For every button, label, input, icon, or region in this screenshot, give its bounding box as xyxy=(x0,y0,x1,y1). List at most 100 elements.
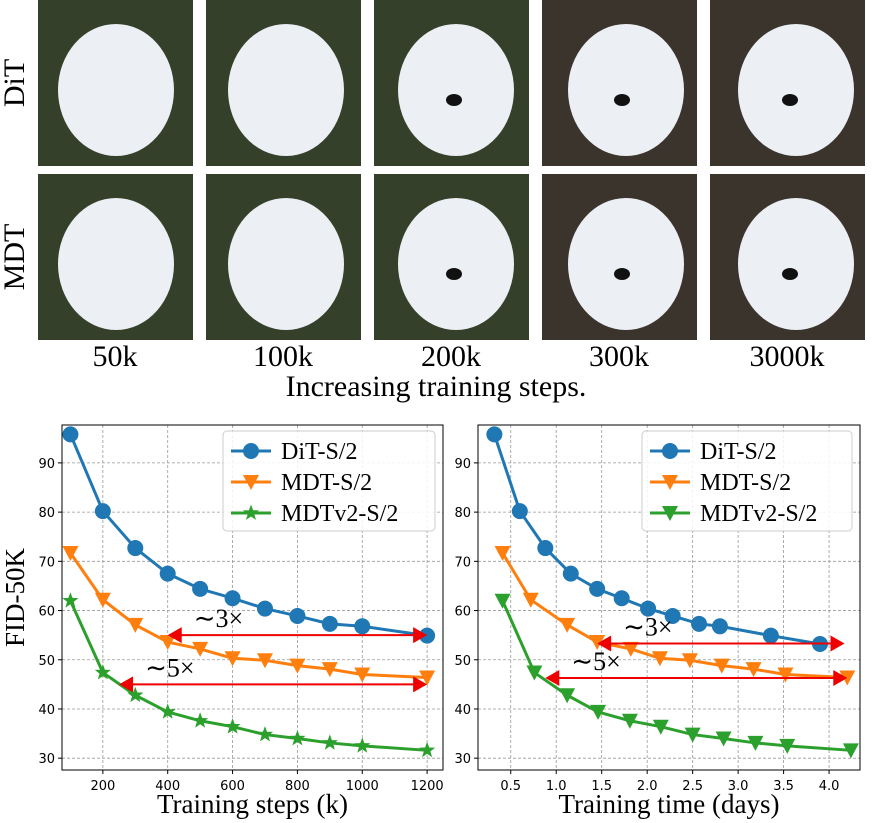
x-tick-label: 1000 xyxy=(346,779,379,794)
legend-box xyxy=(222,430,436,532)
marker xyxy=(494,593,511,609)
arrow-head xyxy=(545,669,560,686)
y-tick-label: 40 xyxy=(454,703,471,718)
plot-frame xyxy=(61,424,444,771)
image-subject xyxy=(228,24,344,156)
marker xyxy=(289,658,306,674)
marker xyxy=(526,665,543,681)
legend-label: MDT-S/2 xyxy=(281,470,372,496)
legend-label: DiT-S/2 xyxy=(700,439,776,465)
image-subject xyxy=(568,24,684,156)
image-subject xyxy=(738,24,854,156)
column-label: 300k xyxy=(589,340,649,373)
marker xyxy=(321,662,338,678)
marker xyxy=(559,617,576,633)
marker xyxy=(486,426,503,443)
x-tick-label: 2.0 xyxy=(637,779,658,794)
caption: Increasing training steps. xyxy=(286,370,587,403)
x-tick-label: 1.5 xyxy=(591,779,612,794)
x-tick-label: 2.5 xyxy=(682,779,703,794)
y-tick-label: 60 xyxy=(454,605,471,620)
x-tick-label: 200 xyxy=(90,779,115,794)
image-subject xyxy=(398,198,514,330)
marker xyxy=(354,618,371,635)
marker xyxy=(242,504,260,520)
image-subject xyxy=(58,24,174,156)
marker xyxy=(681,653,698,669)
marker xyxy=(559,688,576,704)
marker xyxy=(192,712,209,728)
marker xyxy=(159,635,176,651)
y-axis-label: FID-50K xyxy=(0,548,30,647)
marker xyxy=(589,635,606,651)
marker xyxy=(127,686,144,703)
x-tick-label: 0.5 xyxy=(500,779,521,794)
image-face xyxy=(446,268,462,280)
marker xyxy=(664,607,681,624)
marker xyxy=(243,475,259,490)
x-tick-label: 4.0 xyxy=(819,779,840,794)
annotation-text: ∼3× xyxy=(623,613,672,642)
x-tick-label: 3.0 xyxy=(728,779,749,794)
arrow-head xyxy=(413,627,428,644)
marker xyxy=(662,443,678,459)
annotation-text: ∼5× xyxy=(571,647,620,676)
marker xyxy=(127,617,144,633)
marker xyxy=(62,426,79,443)
marker xyxy=(494,545,511,561)
marker xyxy=(419,741,436,758)
row-label: MDT xyxy=(0,224,31,291)
marker xyxy=(715,731,732,747)
x-tick-label: 1200 xyxy=(411,779,444,794)
marker xyxy=(192,580,209,597)
image-subject xyxy=(58,198,174,330)
x-tick-label: 400 xyxy=(155,779,180,794)
marker xyxy=(613,590,630,607)
image-face xyxy=(782,268,798,280)
image-face xyxy=(614,94,630,106)
image-subject xyxy=(398,24,514,156)
marker xyxy=(62,592,79,608)
marker xyxy=(691,615,708,632)
marker xyxy=(94,664,111,680)
marker xyxy=(419,627,436,644)
image-subject xyxy=(568,198,684,330)
column-label: 100k xyxy=(253,340,313,373)
marker xyxy=(94,503,111,520)
marker xyxy=(159,703,176,719)
marker xyxy=(842,743,859,759)
marker xyxy=(684,727,701,743)
marker xyxy=(256,726,274,742)
marker xyxy=(62,545,79,561)
marker xyxy=(127,540,144,557)
marker xyxy=(779,738,796,754)
legend-label: MDTv2-S/2 xyxy=(700,501,817,527)
x-tick-label: 600 xyxy=(220,779,245,794)
legend-box xyxy=(641,430,853,532)
series-line xyxy=(69,552,428,679)
marker xyxy=(562,565,579,582)
marker xyxy=(662,506,678,521)
y-tick-label: 30 xyxy=(454,752,471,767)
marker xyxy=(419,670,436,686)
marker xyxy=(511,503,528,520)
column-label: 200k xyxy=(421,340,481,373)
marker xyxy=(711,618,728,635)
marker xyxy=(745,662,762,678)
arrow-head xyxy=(833,669,848,686)
image-face xyxy=(782,94,798,106)
marker xyxy=(94,592,111,608)
y-tick-label: 40 xyxy=(38,703,55,718)
y-tick-label: 50 xyxy=(454,654,471,669)
annotation-text: ∼3× xyxy=(194,604,243,633)
image-subject xyxy=(738,198,854,330)
marker xyxy=(622,641,639,657)
marker xyxy=(651,651,668,667)
image-subject xyxy=(228,198,344,330)
arrow-head xyxy=(597,635,612,652)
x-tick-label: 1.0 xyxy=(546,779,567,794)
marker xyxy=(159,565,176,582)
image-face xyxy=(614,268,630,280)
marker xyxy=(537,540,554,557)
